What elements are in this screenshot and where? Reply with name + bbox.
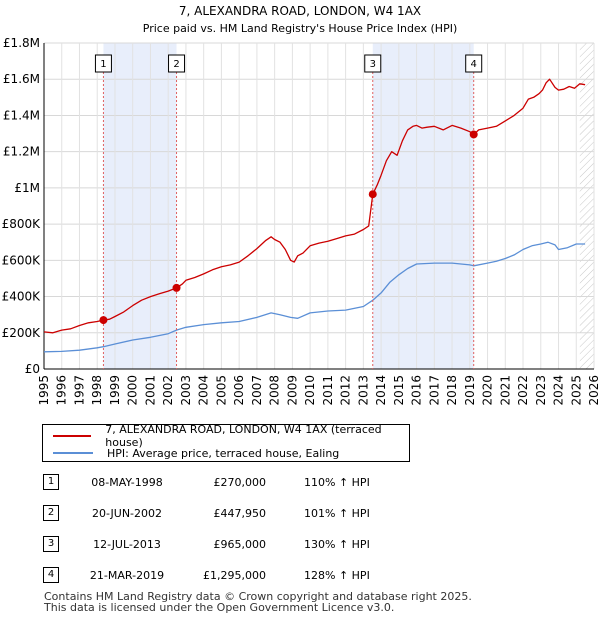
x-tick-label: 2021 xyxy=(498,375,512,406)
footer-attribution: Contains HM Land Registry data © Crown c… xyxy=(44,591,472,613)
x-tick-label: 1995 xyxy=(37,375,51,406)
transaction-price: £270,000 xyxy=(213,476,267,489)
legend-item-hpi: HPI: Average price, terraced house, Eali… xyxy=(53,446,339,460)
legend-item-property: 7, ALEXANDRA ROAD, LONDON, W4 1AX (terra… xyxy=(53,423,409,449)
transaction-hpi-change: 128% ↑ HPI xyxy=(304,569,370,582)
x-tick-label: 2012 xyxy=(339,375,353,406)
legend-label-property: 7, ALEXANDRA ROAD, LONDON, W4 1AX (terra… xyxy=(105,423,382,449)
x-tick-label: 2016 xyxy=(410,375,424,406)
x-tick-label: 2022 xyxy=(516,375,530,406)
sale-marker-label: 3 xyxy=(370,59,376,70)
x-tick-label: 2014 xyxy=(374,375,388,406)
chart-legend: 7, ALEXANDRA ROAD, LONDON, W4 1AX (terra… xyxy=(42,423,410,462)
x-tick-label: 1996 xyxy=(55,375,69,406)
y-tick-label: £200K xyxy=(2,326,42,340)
sale-marker-box xyxy=(94,54,112,73)
transaction-number: 1 xyxy=(43,474,59,490)
x-tick-label: 1998 xyxy=(90,375,104,406)
sale-marker-box xyxy=(364,54,382,73)
x-tick-label: 2010 xyxy=(303,375,317,406)
transaction-row: 3 12-JUL-2013 £965,000 130% ↑ HPI xyxy=(42,533,562,564)
legend-swatch-property xyxy=(53,435,92,437)
sale-marker-box xyxy=(465,54,483,73)
x-tick-label: 2002 xyxy=(161,375,175,406)
chart-title: 7, ALEXANDRA ROAD, LONDON, W4 1AX xyxy=(179,4,421,18)
x-tick-label: 2020 xyxy=(481,375,495,406)
transaction-number: 2 xyxy=(43,505,59,521)
x-tick-label: 2015 xyxy=(392,375,406,406)
x-tick-label: 2011 xyxy=(321,375,335,406)
transaction-hpi-change: 110% ↑ HPI xyxy=(304,476,370,489)
transaction-price: £965,000 xyxy=(213,538,267,551)
x-tick-label: 2017 xyxy=(427,375,441,406)
footer-license: This data is licensed under the Open Gov… xyxy=(44,601,395,614)
transaction-price: £1,295,000 xyxy=(203,569,266,582)
shaded-band xyxy=(372,43,474,369)
y-tick-label: £1.6M xyxy=(3,72,40,86)
y-tick-label: £400K xyxy=(2,290,42,304)
y-tick-label: £600K xyxy=(2,253,42,267)
x-tick-label: 2019 xyxy=(463,375,477,406)
x-tick-label: 2006 xyxy=(232,375,246,406)
price-chart: 7, ALEXANDRA ROAD, LONDON, W4 1AX Price … xyxy=(2,4,600,406)
y-tick-label: £1.2M xyxy=(3,145,40,159)
x-tick-label: 2025 xyxy=(569,375,583,406)
sale-point xyxy=(172,283,181,292)
x-tick-label: 1997 xyxy=(72,375,86,406)
sale-point xyxy=(368,190,377,199)
transaction-row: 4 21-MAR-2019 £1,295,000 128% ↑ HPI xyxy=(42,564,562,595)
y-tick-label: £800K xyxy=(2,217,42,231)
sale-marker-label: 1 xyxy=(100,59,106,70)
transaction-date: 20-JUN-2002 xyxy=(91,507,163,520)
hpi-series-line xyxy=(43,241,586,353)
y-tick-label: £0 xyxy=(25,362,40,376)
x-tick-label: 2005 xyxy=(214,375,228,406)
x-tick-label: 2026 xyxy=(587,375,600,406)
sale-point xyxy=(99,316,108,325)
legend-swatch-hpi xyxy=(53,452,93,454)
y-tick-label: £1.8M xyxy=(3,36,40,50)
x-tick-label: 2003 xyxy=(179,375,193,406)
x-tick-label: 2001 xyxy=(143,375,157,406)
transaction-row: 2 20-JUN-2002 £447,950 101% ↑ HPI xyxy=(42,502,562,533)
x-tick-label: 2007 xyxy=(250,375,264,406)
property-series-line xyxy=(43,78,586,334)
sale-marker-label: 2 xyxy=(173,59,179,70)
y-tick-label: £1.4M xyxy=(3,108,40,122)
transaction-hpi-change: 130% ↑ HPI xyxy=(304,538,370,551)
y-tick-label: £1M xyxy=(14,181,40,195)
x-tick-label: 2009 xyxy=(285,375,299,406)
transaction-date: 08-MAY-1998 xyxy=(91,476,163,489)
x-tick-label: 2024 xyxy=(552,375,566,406)
transaction-row: 1 08-MAY-1998 £270,000 110% ↑ HPI xyxy=(42,471,562,502)
transaction-number: 4 xyxy=(43,567,59,583)
sale-point xyxy=(469,130,478,139)
transactions-table: 1 08-MAY-1998 £270,000 110% ↑ HPI 2 20-J… xyxy=(42,471,562,595)
transaction-price: £447,950 xyxy=(213,507,267,520)
legend-label-hpi: HPI: Average price, terraced house, Eali… xyxy=(107,446,340,460)
footer-copyright: Contains HM Land Registry data © Crown c… xyxy=(44,590,472,603)
sale-marker-box xyxy=(168,54,186,73)
future-region xyxy=(579,43,594,369)
transaction-date: 12-JUL-2013 xyxy=(93,538,161,551)
shaded-band xyxy=(103,43,177,369)
chart-subtitle: Price paid vs. HM Land Registry's House … xyxy=(143,22,458,35)
transaction-number: 3 xyxy=(43,536,59,552)
x-tick-label: 2008 xyxy=(268,375,282,406)
x-tick-label: 2000 xyxy=(126,375,140,406)
sale-marker-label: 4 xyxy=(471,59,477,70)
transaction-hpi-change: 101% ↑ HPI xyxy=(304,507,370,520)
x-tick-label: 2013 xyxy=(356,375,370,406)
x-tick-label: 2018 xyxy=(445,375,459,406)
transaction-date: 21-MAR-2019 xyxy=(89,569,165,582)
x-tick-label: 2004 xyxy=(197,375,211,406)
x-tick-label: 1999 xyxy=(108,375,122,406)
x-tick-label: 2023 xyxy=(534,375,548,406)
